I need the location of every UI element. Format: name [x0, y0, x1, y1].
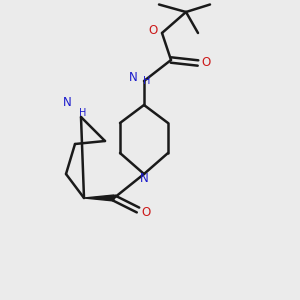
Text: O: O: [201, 56, 210, 70]
Text: H: H: [79, 107, 86, 118]
Text: N: N: [140, 172, 148, 185]
Text: O: O: [148, 23, 158, 37]
Text: N: N: [129, 71, 138, 84]
Text: N: N: [63, 95, 72, 109]
Text: O: O: [141, 206, 150, 220]
Text: H: H: [143, 76, 151, 86]
Polygon shape: [84, 195, 114, 201]
